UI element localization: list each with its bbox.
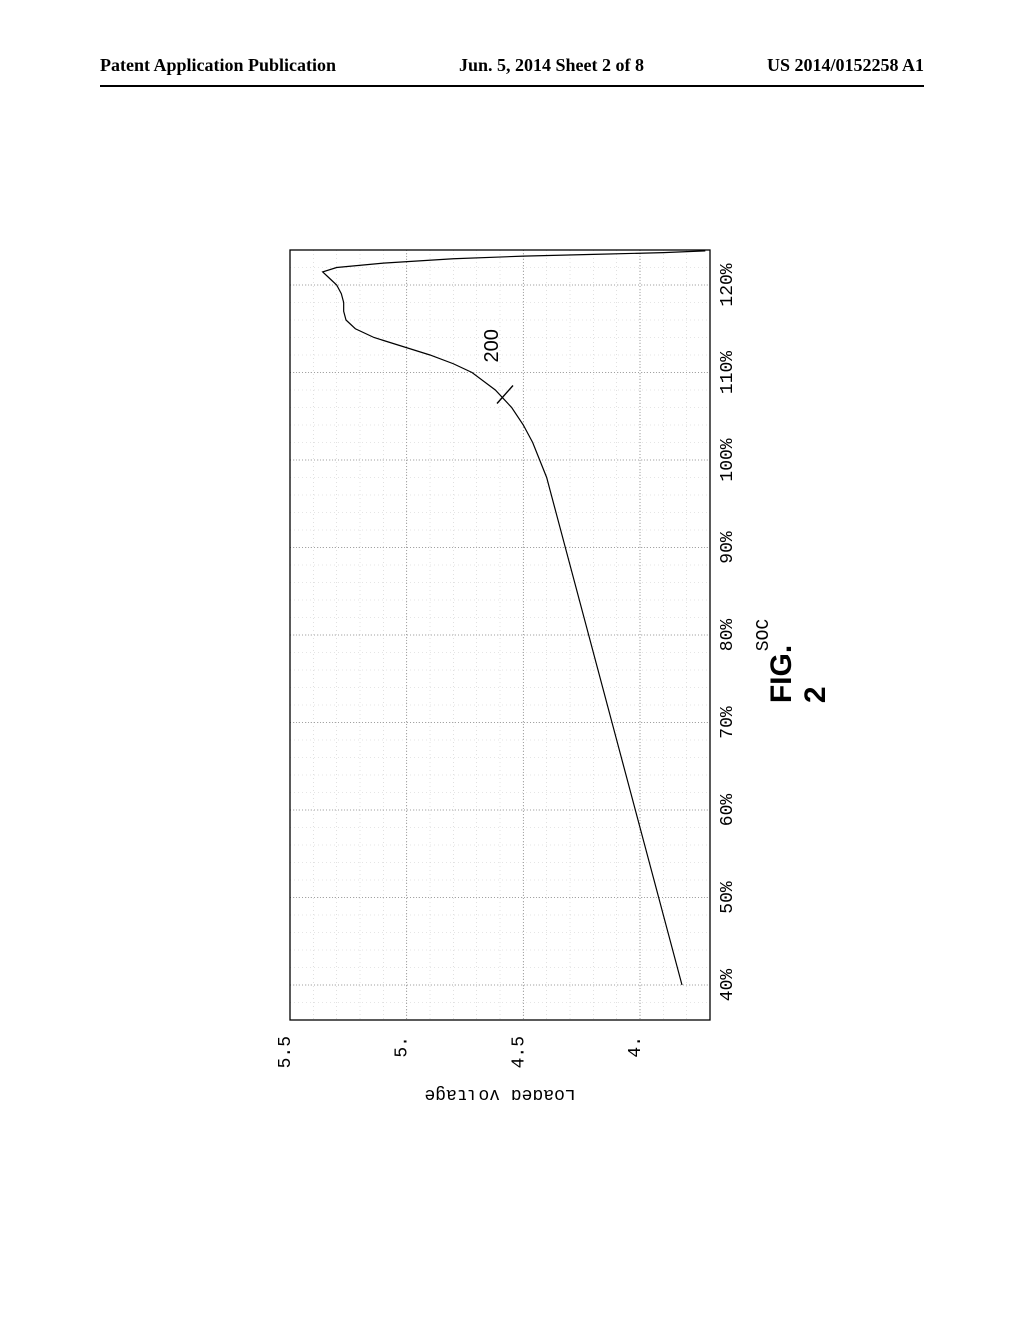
x-tick-label: 90% (718, 531, 738, 564)
header-right: US 2014/0152258 A1 (767, 55, 924, 76)
y-tick-label: 4. (626, 1036, 646, 1058)
voltage-soc-chart: 200 4. 4.5 5. 5.5 40% 50% 60% 70% 80% 90% 100% 110% 1… (170, 220, 820, 1100)
page-header: Patent Application Publication Jun. 5, 2… (0, 55, 1024, 76)
y-tick-label: 5.5 (276, 1036, 296, 1068)
y-tick-label: 4.5 (509, 1036, 529, 1068)
figure-label: FIG. 2 (765, 645, 833, 703)
curve-annotation: 200 (481, 329, 503, 362)
x-tick-label: 70% (718, 706, 738, 739)
x-tick-label: 50% (718, 881, 738, 914)
figure-area: 200 4. 4.5 5. 5.5 40% 50% 60% 70% 80% 90% 100% 110% 1… (170, 220, 820, 1100)
x-tick-label: 60% (718, 794, 738, 827)
x-tick-label: 110% (718, 351, 738, 394)
y-axis-label: Loaded Voltage (424, 1084, 575, 1100)
x-tick-label: 120% (718, 263, 738, 306)
header-rule (100, 85, 924, 87)
x-tick-label: 100% (718, 438, 738, 481)
header-left: Patent Application Publication (100, 55, 336, 76)
y-tick-label: 5. (393, 1036, 413, 1058)
header-center: Jun. 5, 2014 Sheet 2 of 8 (459, 55, 644, 76)
x-tick-label: 80% (718, 619, 738, 652)
x-tick-label: 40% (718, 969, 738, 1002)
